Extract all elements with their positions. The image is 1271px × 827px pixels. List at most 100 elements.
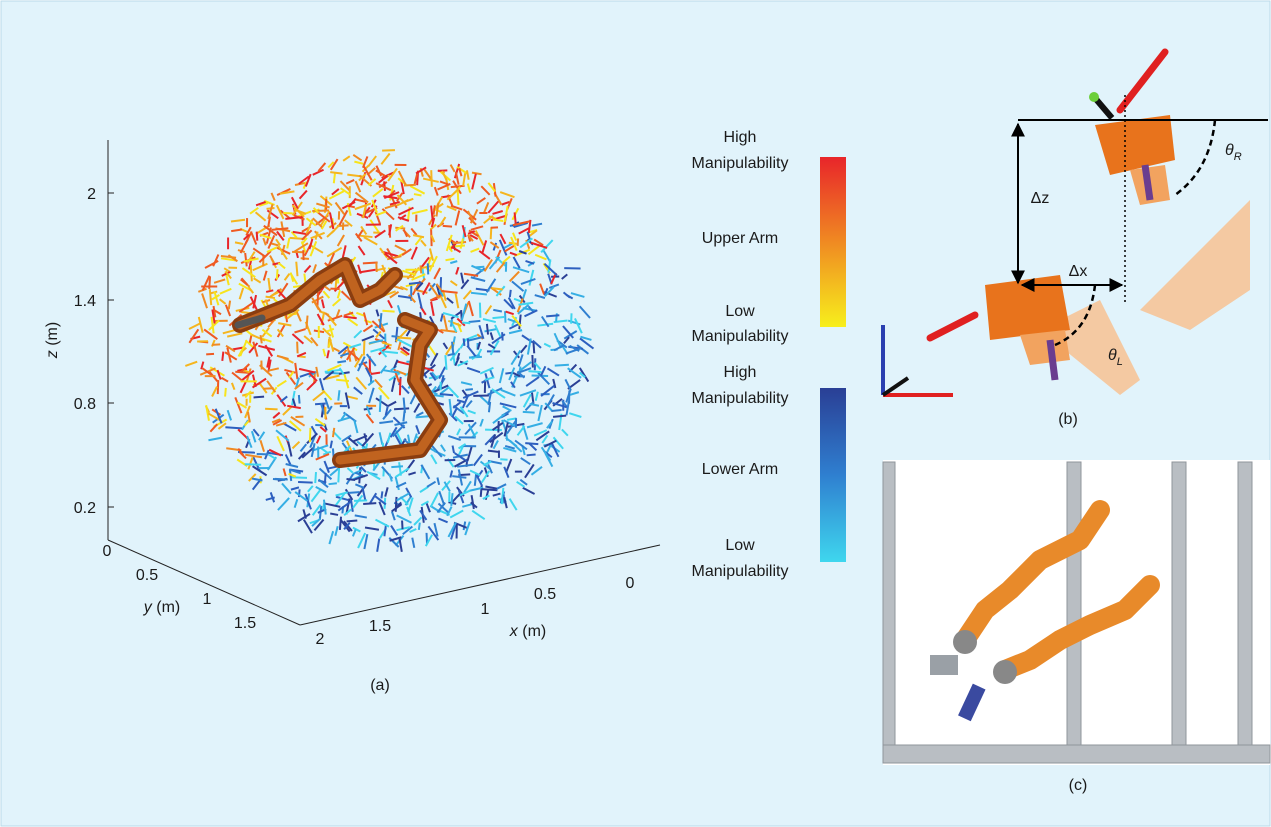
x-tick-label: 1 xyxy=(481,601,490,618)
segment xyxy=(465,389,473,390)
segment xyxy=(434,205,435,214)
segment xyxy=(298,482,313,483)
segment xyxy=(452,242,466,243)
y-tick-label: 1.5 xyxy=(234,615,256,632)
segment xyxy=(519,315,520,330)
segment xyxy=(523,412,535,413)
legend-title: Upper Arm xyxy=(702,230,778,247)
segment xyxy=(257,232,258,241)
segment xyxy=(225,427,242,428)
x-tick-label: 0.5 xyxy=(534,586,556,603)
segment xyxy=(331,441,332,448)
segment xyxy=(445,355,446,370)
segment xyxy=(310,428,311,442)
y-tick-label: 0 xyxy=(103,543,112,560)
segment xyxy=(334,172,335,183)
figure: z (m) y (m) x (m) (a) High Manipulabilit… xyxy=(0,0,1271,827)
segment xyxy=(301,258,309,259)
x-tick-label: 0 xyxy=(626,575,635,592)
segment xyxy=(354,500,367,501)
segment xyxy=(491,227,492,239)
z-axis-label: z (m) xyxy=(44,322,61,359)
segment xyxy=(347,520,358,521)
segment xyxy=(397,338,411,339)
segment xyxy=(409,282,421,283)
y-tick-label: 0.5 xyxy=(136,567,158,584)
segment xyxy=(434,395,444,396)
segment xyxy=(553,416,566,417)
segment xyxy=(364,340,365,355)
segment xyxy=(363,503,376,504)
segment xyxy=(296,262,297,277)
segment xyxy=(315,472,316,483)
delta-z: Δz xyxy=(1031,190,1050,207)
segment xyxy=(394,408,409,409)
segment xyxy=(416,416,430,417)
segment xyxy=(337,361,346,362)
legend-text: Manipulability xyxy=(692,155,789,172)
segment xyxy=(421,265,422,273)
segment xyxy=(510,290,511,297)
segment xyxy=(329,483,337,484)
segment xyxy=(451,319,452,327)
segment xyxy=(555,365,569,366)
segment xyxy=(469,321,481,322)
legend-title: Lower Arm xyxy=(702,461,778,478)
segment xyxy=(546,315,559,316)
z-tick-label: 0.2 xyxy=(74,500,96,517)
legend-text: Low xyxy=(725,537,755,554)
segment xyxy=(277,269,278,279)
legend-text: High xyxy=(724,129,757,146)
segment xyxy=(515,212,516,223)
segment xyxy=(488,451,498,452)
segment xyxy=(440,394,453,395)
segment xyxy=(431,170,432,187)
segment xyxy=(518,238,519,245)
colorbar-lower xyxy=(820,388,846,562)
z-tick-label: 0.8 xyxy=(74,396,96,413)
segment xyxy=(254,397,265,398)
delta-x: Δx xyxy=(1069,263,1088,280)
segment xyxy=(551,410,561,411)
segment xyxy=(451,493,452,506)
segment xyxy=(492,317,504,318)
segment xyxy=(222,352,223,361)
segment xyxy=(340,517,341,530)
segment xyxy=(286,315,287,323)
segment xyxy=(265,409,277,410)
x-tick-label: 2 xyxy=(316,631,325,648)
segment xyxy=(464,338,465,345)
x-tick-label: 1.5 xyxy=(369,618,391,635)
segment xyxy=(382,311,394,312)
x-axis-label: x (m) xyxy=(509,623,546,640)
segment xyxy=(317,292,318,306)
segment xyxy=(290,477,307,478)
segment xyxy=(527,455,536,456)
z-tick-label: 2 xyxy=(87,186,96,203)
segment xyxy=(419,523,420,530)
y-axis-label: y (m) xyxy=(143,599,180,616)
segment xyxy=(443,226,452,227)
segment xyxy=(528,371,541,372)
segment xyxy=(391,466,403,467)
segment xyxy=(209,276,210,288)
segment xyxy=(212,344,220,345)
segment xyxy=(349,492,360,493)
segment xyxy=(475,473,476,486)
segment xyxy=(533,341,534,353)
colorbar-upper xyxy=(820,157,846,327)
segment xyxy=(381,491,382,498)
panel-label: (a) xyxy=(370,677,390,694)
segment xyxy=(338,390,339,400)
panel-label: (c) xyxy=(1069,777,1088,794)
segment xyxy=(403,411,404,422)
segment xyxy=(462,323,470,324)
z-tick-label: 1.4 xyxy=(74,293,96,310)
segment xyxy=(500,459,507,460)
legend-text: Manipulability xyxy=(692,563,789,580)
y-tick-label: 1 xyxy=(203,591,212,608)
segment xyxy=(225,388,226,397)
segment xyxy=(525,443,538,444)
panel-label: (b) xyxy=(1058,411,1078,428)
segment xyxy=(371,373,380,374)
